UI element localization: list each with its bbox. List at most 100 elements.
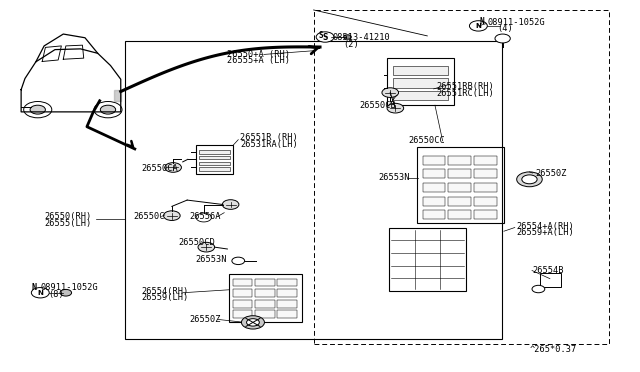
Text: 26550CA: 26550CA xyxy=(141,164,178,173)
Bar xyxy=(474,155,497,165)
Text: 26551RB(RH): 26551RB(RH) xyxy=(436,82,494,91)
Text: 26550Z: 26550Z xyxy=(536,169,567,177)
Circle shape xyxy=(522,175,537,184)
Circle shape xyxy=(24,102,52,118)
Bar xyxy=(255,300,275,308)
Bar xyxy=(200,167,230,171)
Bar xyxy=(394,66,449,75)
Text: 26554B: 26554B xyxy=(532,266,563,275)
Bar xyxy=(474,197,497,206)
Bar xyxy=(255,311,275,318)
Text: 26550CB: 26550CB xyxy=(360,101,396,110)
Polygon shape xyxy=(115,90,121,101)
Bar xyxy=(417,147,504,223)
Bar xyxy=(474,210,497,219)
Bar xyxy=(200,156,230,159)
Text: 08911-1052G: 08911-1052G xyxy=(40,283,98,292)
Text: 26550C: 26550C xyxy=(134,212,165,221)
Text: 26555+A (LH): 26555+A (LH) xyxy=(227,56,291,65)
Circle shape xyxy=(60,289,72,296)
Text: 26550Z: 26550Z xyxy=(189,315,221,324)
Circle shape xyxy=(516,172,542,187)
Text: N: N xyxy=(37,290,44,296)
Circle shape xyxy=(164,211,180,221)
Text: ^265*0.37: ^265*0.37 xyxy=(529,345,577,354)
Circle shape xyxy=(387,103,404,113)
Bar xyxy=(200,150,230,154)
Bar xyxy=(394,78,449,87)
Text: (4): (4) xyxy=(497,24,513,33)
Bar xyxy=(422,155,445,165)
Circle shape xyxy=(232,257,244,264)
Text: 26531RA(LH): 26531RA(LH) xyxy=(240,140,298,149)
Circle shape xyxy=(532,285,545,293)
Text: 26550CC: 26550CC xyxy=(408,136,445,145)
Circle shape xyxy=(316,32,334,42)
Text: 26559(LH): 26559(LH) xyxy=(141,294,188,302)
Circle shape xyxy=(222,200,239,209)
Text: 08911-1052G: 08911-1052G xyxy=(487,18,545,27)
Bar xyxy=(449,155,471,165)
Circle shape xyxy=(31,288,49,298)
Bar xyxy=(278,311,296,318)
Text: S: S xyxy=(323,32,328,42)
Text: 26553N: 26553N xyxy=(379,173,410,182)
Circle shape xyxy=(30,105,45,114)
Bar xyxy=(278,300,296,308)
Text: 08513-41210: 08513-41210 xyxy=(333,33,390,42)
Text: 26554+A(RH): 26554+A(RH) xyxy=(516,221,575,231)
Text: 26559+A(LH): 26559+A(LH) xyxy=(516,228,575,237)
Text: 26554(RH): 26554(RH) xyxy=(141,287,188,296)
Circle shape xyxy=(94,102,122,118)
Text: N: N xyxy=(31,283,36,292)
Text: N: N xyxy=(476,23,481,29)
Circle shape xyxy=(100,105,116,114)
Text: 26555(LH): 26555(LH) xyxy=(44,219,92,228)
Circle shape xyxy=(246,319,259,326)
Bar xyxy=(234,300,253,308)
Text: 26553N: 26553N xyxy=(195,255,227,264)
Circle shape xyxy=(382,88,399,97)
Bar xyxy=(449,197,471,206)
Circle shape xyxy=(344,35,351,39)
Bar xyxy=(387,58,454,105)
Bar xyxy=(196,145,233,174)
Text: 26551RC(LH): 26551RC(LH) xyxy=(436,89,494,98)
Bar xyxy=(255,279,275,286)
Circle shape xyxy=(241,316,264,329)
Bar xyxy=(449,169,471,179)
Text: N: N xyxy=(479,17,484,26)
Circle shape xyxy=(469,21,487,31)
Bar xyxy=(278,289,296,297)
Text: (8): (8) xyxy=(49,290,65,299)
Bar xyxy=(422,169,445,179)
Bar xyxy=(422,210,445,219)
Text: 26556A: 26556A xyxy=(189,212,221,221)
Bar xyxy=(449,183,471,192)
Bar xyxy=(255,289,275,297)
Bar xyxy=(422,183,445,192)
Circle shape xyxy=(198,242,214,252)
Text: 26551R (RH): 26551R (RH) xyxy=(240,133,298,142)
Bar xyxy=(474,169,497,179)
Bar xyxy=(422,197,445,206)
Bar xyxy=(449,210,471,219)
Circle shape xyxy=(495,34,510,43)
Text: S: S xyxy=(319,31,323,41)
Bar xyxy=(234,311,253,318)
Bar xyxy=(278,279,296,286)
Bar xyxy=(125,41,502,339)
Bar xyxy=(474,183,497,192)
Text: 26550(RH): 26550(RH) xyxy=(44,212,92,221)
Bar xyxy=(389,228,466,291)
Text: (2): (2) xyxy=(344,40,360,49)
Bar xyxy=(229,274,303,322)
Bar xyxy=(540,273,561,287)
Text: 26550+A (RH): 26550+A (RH) xyxy=(227,50,291,59)
Bar xyxy=(394,91,449,100)
Bar xyxy=(200,161,230,165)
Circle shape xyxy=(165,163,181,172)
Text: 26550CD: 26550CD xyxy=(178,238,215,247)
Bar xyxy=(234,289,253,297)
Bar xyxy=(234,279,253,286)
